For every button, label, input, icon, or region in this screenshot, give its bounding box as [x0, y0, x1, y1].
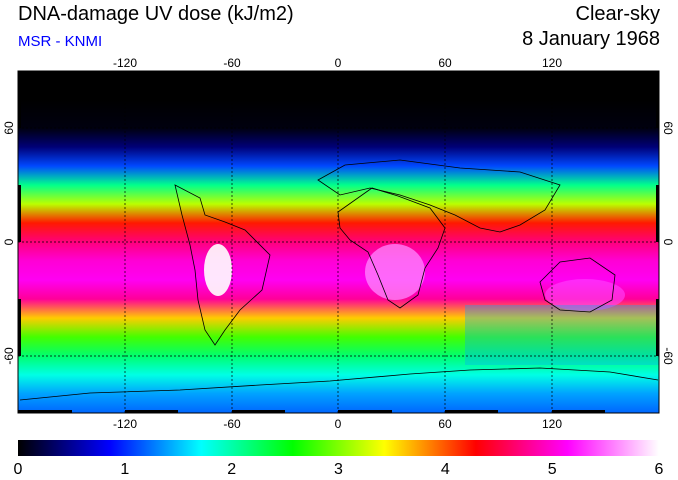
colorbar-tick-label: 6	[655, 461, 664, 478]
lon-tick-top-label: 120	[542, 56, 562, 70]
africa-coast	[337, 187, 446, 309]
frame-left-tick	[18, 299, 21, 356]
frame-right-tick	[656, 185, 659, 242]
frame-bottom-tick	[552, 410, 605, 413]
colorbar-tick-label: 3	[334, 461, 343, 478]
colorbar-tick-label: 0	[14, 461, 23, 478]
frame-right-tick	[656, 299, 659, 356]
frame-bottom-tick	[232, 410, 285, 413]
sky-condition-label: Clear-sky	[575, 3, 660, 25]
frame-top-tick	[445, 71, 498, 74]
lon-tick-bottom-label: -120	[113, 417, 137, 431]
frame-top-tick	[125, 71, 178, 74]
lon-tick-top-label: 60	[438, 56, 452, 70]
colorbar-tick-label: 5	[548, 461, 557, 478]
antarctica-coast	[19, 367, 659, 401]
frame-right-tick	[656, 71, 659, 128]
frame-top-tick	[338, 71, 392, 74]
indian-ocean-band	[465, 305, 659, 365]
frame-top-tick	[552, 71, 605, 74]
date-label: 8 January 1968	[522, 28, 660, 50]
colorbar	[18, 440, 659, 456]
gridlines	[18, 71, 659, 413]
lon-tick-bottom-label: 60	[438, 417, 452, 431]
frame-left-tick	[18, 185, 21, 242]
colorbar-tick-label: 2	[227, 461, 236, 478]
lon-tick-top-label: -120	[113, 56, 137, 70]
lat-tick-right-label: 60	[661, 121, 675, 135]
frame-top-tick	[232, 71, 285, 74]
frame-bottom-tick	[338, 410, 392, 413]
lon-tick-bottom-label: 0	[335, 417, 342, 431]
lon-tick-bottom-label: 120	[542, 417, 562, 431]
frame-bottom-tick	[445, 410, 498, 413]
frame-top-tick	[18, 71, 72, 74]
lat-tick-right-label: 0	[661, 239, 675, 246]
frame-ticks	[18, 71, 659, 413]
lon-tick-top-label: 0	[335, 56, 342, 70]
lat-tick-left-label: 0	[2, 238, 16, 245]
south-america-peak	[204, 244, 232, 296]
frame-bottom-tick	[18, 410, 72, 413]
lon-tick-bottom-label: -60	[223, 417, 241, 431]
map-title: DNA-damage UV dose (kJ/m2)	[18, 3, 294, 25]
colorbar-tick-label: 4	[441, 461, 450, 478]
australia-coast	[539, 257, 616, 313]
americas-coast	[174, 184, 271, 346]
lon-tick-top-label: -60	[223, 56, 241, 70]
credit-label: MSR - KNMI	[18, 33, 103, 50]
frame-left-tick	[18, 71, 21, 128]
australia-peak	[545, 279, 625, 311]
lat-tick-left-label: 60	[2, 121, 16, 135]
eurasia-coast	[317, 159, 561, 233]
africa-peak	[365, 244, 425, 300]
lat-tick-right-label: -60	[661, 347, 675, 365]
frame-bottom-tick	[125, 410, 178, 413]
colorbar-labels: 0 1 2 3 4 5 6	[14, 461, 664, 478]
colorbar-tick-label: 1	[120, 461, 129, 478]
coastlines	[19, 159, 659, 401]
lat-tick-left-label: -60	[2, 347, 16, 365]
